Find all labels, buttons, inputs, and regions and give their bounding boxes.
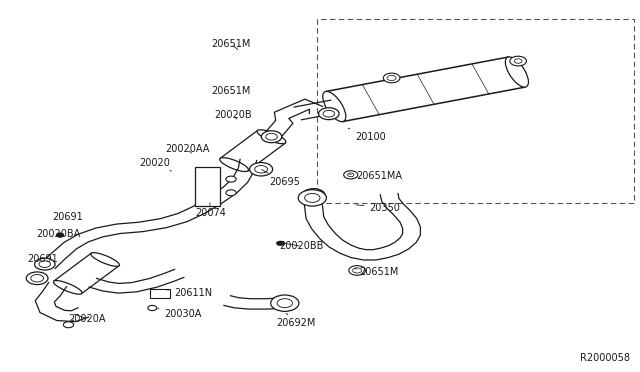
Text: 20020A: 20020A — [68, 314, 106, 324]
Circle shape — [26, 272, 48, 285]
Circle shape — [56, 233, 64, 237]
Circle shape — [250, 163, 273, 176]
Ellipse shape — [323, 92, 346, 122]
Text: 20695: 20695 — [262, 170, 300, 187]
Text: 20074: 20074 — [195, 203, 226, 218]
Polygon shape — [220, 131, 285, 171]
Ellipse shape — [257, 130, 286, 144]
Text: 20691: 20691 — [52, 212, 83, 221]
Circle shape — [63, 322, 74, 328]
Text: 20692M: 20692M — [276, 313, 316, 327]
Circle shape — [271, 295, 299, 311]
Circle shape — [226, 190, 236, 196]
Circle shape — [349, 266, 365, 275]
Circle shape — [510, 56, 527, 66]
Ellipse shape — [91, 253, 120, 266]
Text: 20611N: 20611N — [166, 288, 212, 298]
Circle shape — [344, 171, 358, 179]
Ellipse shape — [220, 158, 248, 171]
Text: 20651M: 20651M — [355, 267, 399, 277]
Circle shape — [226, 176, 236, 182]
Text: 20020AA: 20020AA — [165, 144, 209, 154]
Polygon shape — [54, 253, 119, 294]
Text: 20651M: 20651M — [211, 39, 251, 49]
Circle shape — [261, 131, 282, 143]
Text: 20020: 20020 — [140, 158, 172, 171]
Text: 20020B: 20020B — [214, 110, 252, 120]
Text: 20350: 20350 — [356, 203, 400, 212]
Circle shape — [302, 189, 325, 202]
Circle shape — [148, 305, 157, 311]
Circle shape — [276, 241, 284, 246]
Text: 20100: 20100 — [348, 128, 386, 141]
Bar — [317, 19, 634, 203]
Ellipse shape — [506, 57, 529, 87]
FancyArrowPatch shape — [70, 320, 74, 323]
Circle shape — [35, 258, 55, 270]
Circle shape — [298, 190, 326, 206]
Text: 20651M: 20651M — [211, 86, 251, 96]
Circle shape — [319, 108, 339, 120]
Bar — [195, 167, 220, 206]
Ellipse shape — [53, 280, 82, 294]
Circle shape — [383, 73, 400, 83]
Text: R2000058: R2000058 — [580, 353, 630, 363]
Text: 20020BA: 20020BA — [36, 230, 81, 239]
Polygon shape — [326, 57, 525, 122]
Text: 20691: 20691 — [27, 254, 58, 263]
Text: 20651MA: 20651MA — [349, 171, 403, 180]
Text: 20030A: 20030A — [157, 308, 202, 318]
Text: 20020BB: 20020BB — [280, 241, 324, 251]
Bar — [150, 289, 170, 298]
